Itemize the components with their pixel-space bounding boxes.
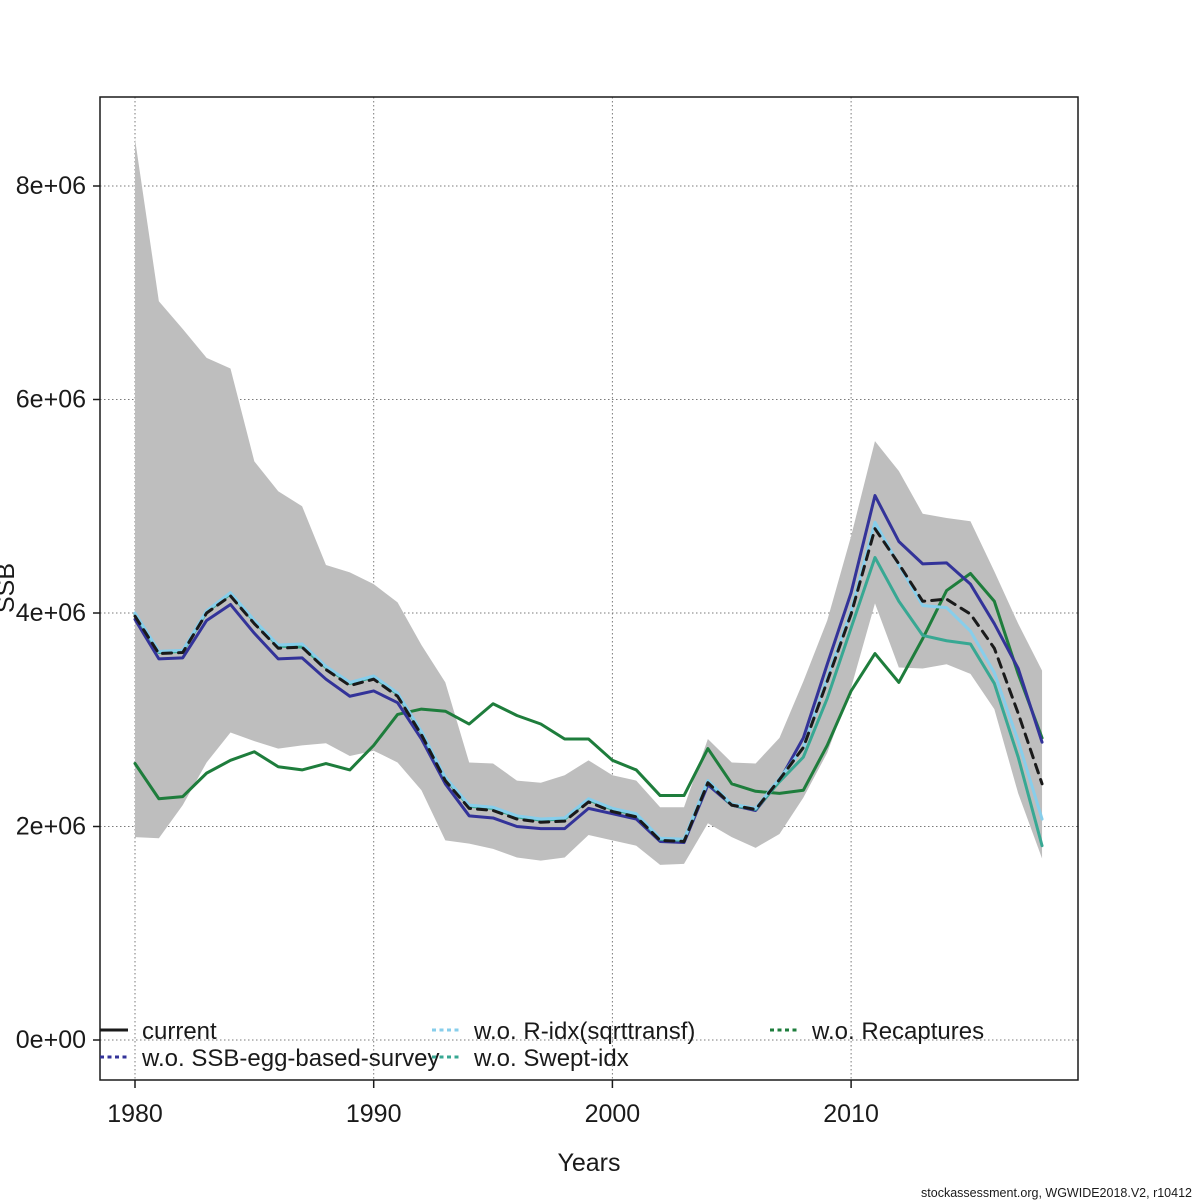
y-axis-title: SSB <box>0 563 20 613</box>
y-tick-label: 0e+00 <box>16 1026 86 1054</box>
legend-label: w.o. Swept-idx <box>473 1045 629 1072</box>
x-tick-label: 1980 <box>107 1100 163 1128</box>
legend-item-w-o-recaptures: w.o. Recaptures <box>770 1018 984 1045</box>
series-lines-layer <box>133 494 1044 848</box>
series-line-w-o-r-idx-sqrttransf <box>133 520 1044 841</box>
legend-item-w-o-swept-idx: w.o. Swept-idx <box>432 1045 629 1072</box>
plot-border <box>99 96 1079 1081</box>
footer-credit: stockassessment.org, WGWIDE2018.V2, r104… <box>921 1186 1192 1200</box>
y-tick-label: 4e+06 <box>16 599 86 627</box>
series-line-w-o-recaptures <box>133 572 1044 801</box>
y-tick-label: 8e+06 <box>16 172 86 200</box>
x-tick-label: 2010 <box>823 1100 879 1128</box>
y-tick-label: 6e+06 <box>16 386 86 414</box>
x-tick-label: 2000 <box>585 1100 641 1128</box>
confidence-band <box>135 139 1043 865</box>
legend-label: w.o. Recaptures <box>811 1018 984 1045</box>
series-line-current <box>133 527 1044 843</box>
legend-item-current: current <box>100 1018 217 1045</box>
series-line-w-o-ssb-egg-based-survey <box>133 494 1044 845</box>
legend-item-w-o-r-idx-sqrttransf: w.o. R-idx(sqrttransf) <box>432 1018 695 1045</box>
x-tick-label: 1990 <box>346 1100 402 1128</box>
axes-frame-layer <box>93 96 1079 1088</box>
x-axis-title: Years <box>557 1149 620 1177</box>
tick-labels-layer: 0e+00 2e+06 4e+06 6e+06 8e+06 1980 1990 2000 201… <box>16 172 879 1128</box>
legend-label: w.o. R-idx(sqrttransf) <box>473 1018 695 1045</box>
legend-item-w-o-ssb-egg-based-survey: w.o. SSB-egg-based-survey <box>100 1045 439 1072</box>
y-tick-label: 2e+06 <box>16 813 86 841</box>
confidence-band-layer <box>135 139 1043 865</box>
legend-label: w.o. SSB-egg-based-survey <box>141 1045 439 1072</box>
legend-label: current <box>142 1018 217 1045</box>
